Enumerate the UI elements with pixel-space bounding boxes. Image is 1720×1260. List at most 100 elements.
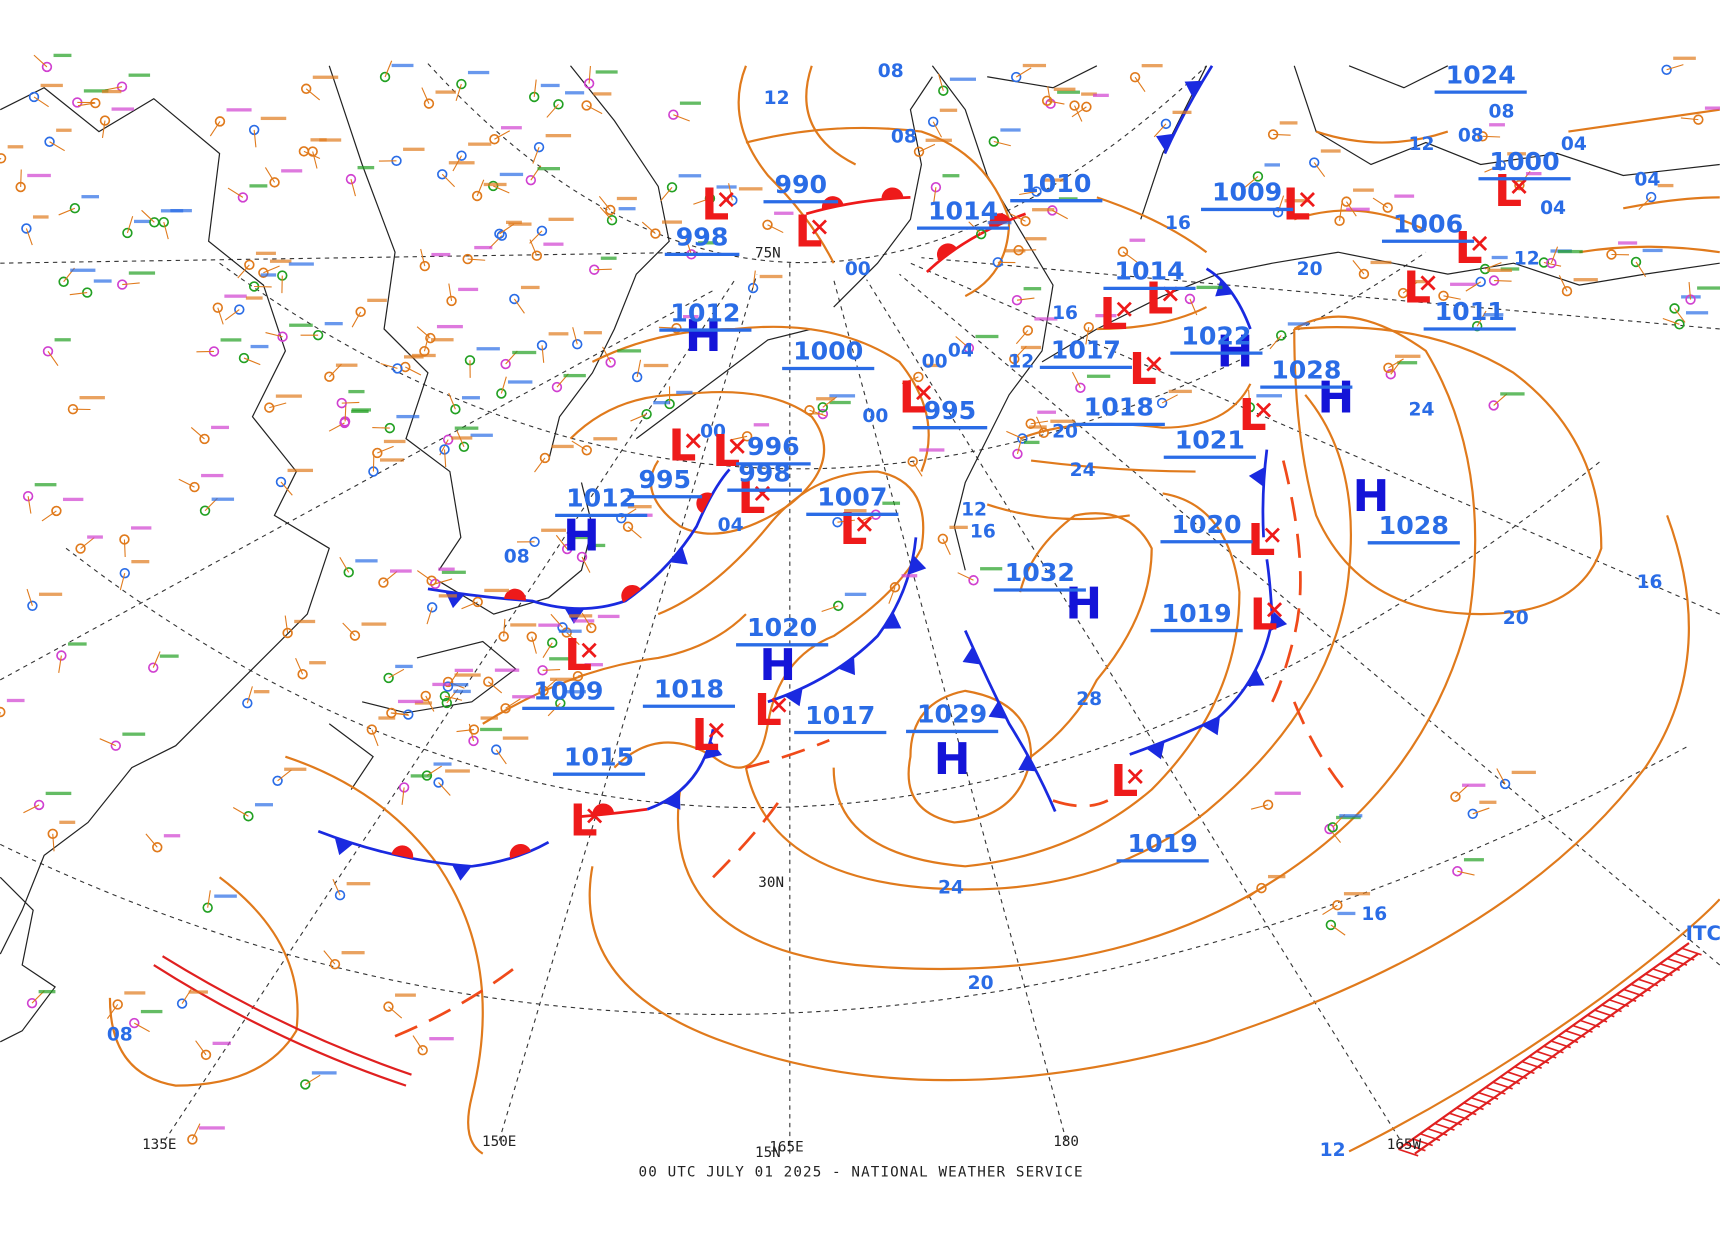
station-circle — [1382, 202, 1393, 213]
station-value — [1339, 814, 1363, 818]
isobar-label: 04 — [948, 340, 974, 361]
pressure-label: 1021 — [1175, 426, 1245, 455]
station-value — [159, 654, 179, 658]
wind-barb — [571, 440, 588, 451]
pressure-label: 995 — [924, 396, 977, 425]
station-circle — [419, 260, 431, 272]
station-value — [188, 990, 208, 994]
station-value — [617, 349, 642, 353]
station-circle — [551, 381, 563, 393]
station-value — [500, 126, 522, 130]
station-circle — [572, 339, 583, 350]
isobar-label: 12 — [1409, 134, 1435, 155]
wind-barb — [641, 221, 656, 235]
wind-barb — [106, 1004, 119, 1019]
low-symbol: L — [1494, 166, 1522, 217]
itcz-hatch — [1608, 998, 1630, 1008]
low-center — [1127, 768, 1143, 784]
wind-barb — [1352, 260, 1365, 275]
wind-barb — [581, 556, 591, 573]
station-value — [87, 535, 103, 539]
station-circle — [1383, 362, 1394, 374]
station-circle — [277, 331, 288, 342]
station-value — [520, 285, 540, 290]
grid-label: 15N — [755, 1145, 781, 1161]
station-value — [431, 252, 451, 257]
wind-barb — [543, 678, 558, 692]
station-value — [454, 426, 479, 430]
station-circle — [148, 662, 159, 673]
pressure-label: 1007 — [817, 483, 887, 512]
station-circle — [269, 177, 280, 188]
low-center — [1511, 178, 1527, 194]
coastlines — [0, 65, 1720, 1043]
warm-front-symbol — [504, 588, 526, 601]
station-circle — [988, 136, 1000, 147]
station-value — [829, 400, 851, 405]
pressure-label: 1012 — [566, 484, 636, 513]
pressure-label: 1000 — [793, 337, 863, 366]
station-circle — [272, 775, 283, 786]
station-circle — [631, 371, 643, 383]
station-circle — [605, 204, 616, 216]
station-circle — [187, 1134, 198, 1145]
station-value — [538, 623, 560, 627]
station-value — [543, 242, 564, 246]
pressure-label: 1020 — [1171, 510, 1241, 539]
station-value — [435, 90, 456, 94]
low-center — [916, 385, 932, 401]
grid-label: 165W — [1387, 1137, 1422, 1153]
station-circle — [112, 999, 123, 1010]
wind-barb — [1273, 133, 1291, 136]
wind-barb — [41, 510, 57, 522]
wind-barb — [1009, 213, 1026, 222]
wind-barb — [1455, 784, 1469, 798]
station-value — [949, 77, 976, 81]
pressure-label: 1014 — [928, 196, 998, 225]
cold-front-symbol — [988, 701, 1007, 719]
station-value — [480, 716, 498, 720]
station-circle — [119, 567, 130, 579]
itcz-hatch — [1579, 1019, 1601, 1028]
pressure-label: 1019 — [1128, 829, 1198, 858]
station-value — [436, 324, 463, 329]
station-circle — [605, 357, 616, 368]
station-circle — [1385, 369, 1396, 380]
station-value — [499, 172, 524, 177]
station-value — [593, 92, 612, 96]
low-symbol: L — [668, 421, 696, 472]
isobar-label: 12 — [1320, 1140, 1346, 1161]
isobar-label: 08 — [1458, 125, 1484, 146]
cold-front-symbol — [663, 791, 681, 810]
station-circle — [833, 600, 844, 612]
station-circle — [69, 203, 81, 214]
station-value — [212, 1041, 231, 1045]
wind-barb — [1482, 135, 1501, 138]
station-value — [430, 338, 454, 342]
wind-barb — [627, 526, 642, 539]
station-circle — [275, 476, 287, 488]
station-circle — [152, 842, 163, 853]
wind-barb — [243, 357, 261, 366]
isobar-label: 08 — [504, 547, 530, 568]
station-circle — [0, 706, 6, 718]
kuril-coast — [635, 76, 933, 440]
cold-front-symbol — [1184, 80, 1203, 98]
station-value — [163, 834, 181, 838]
station-circle — [496, 230, 508, 241]
wind-barb — [1015, 67, 1032, 78]
grid-label: 135E — [142, 1137, 176, 1153]
meridian — [921, 257, 1720, 330]
station-circle — [586, 622, 597, 634]
cold-front-symbol — [1215, 279, 1234, 297]
isobar-label: 20 — [968, 973, 994, 994]
station-value — [1287, 322, 1310, 326]
station-value — [54, 338, 71, 342]
station-value — [245, 296, 263, 300]
station-value — [45, 791, 72, 796]
wind-barb — [577, 670, 596, 677]
wind-barb — [426, 765, 442, 777]
station-value — [565, 91, 585, 95]
wind-barb — [693, 197, 711, 205]
low-center — [718, 192, 734, 208]
